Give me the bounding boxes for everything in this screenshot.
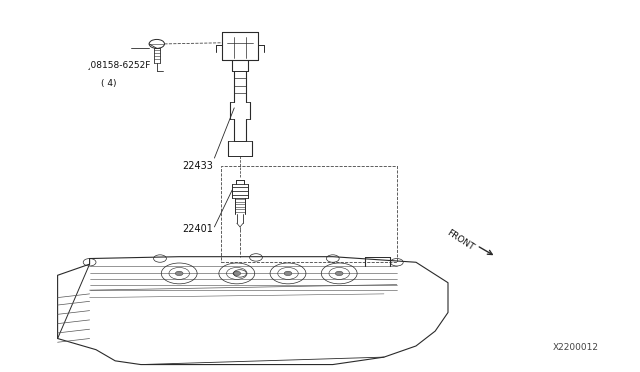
Text: ( 4): ( 4) [101, 79, 116, 88]
Circle shape [284, 271, 292, 276]
Text: ¸08158-6252F: ¸08158-6252F [86, 61, 151, 70]
Bar [221, 166, 397, 262]
Text: 22401: 22401 [182, 224, 213, 234]
Text: FRONT: FRONT [445, 228, 476, 252]
Text: X2200012: X2200012 [552, 343, 598, 352]
Circle shape [175, 271, 183, 276]
Circle shape [335, 271, 343, 276]
Text: 22433: 22433 [182, 161, 213, 170]
Circle shape [233, 271, 241, 276]
